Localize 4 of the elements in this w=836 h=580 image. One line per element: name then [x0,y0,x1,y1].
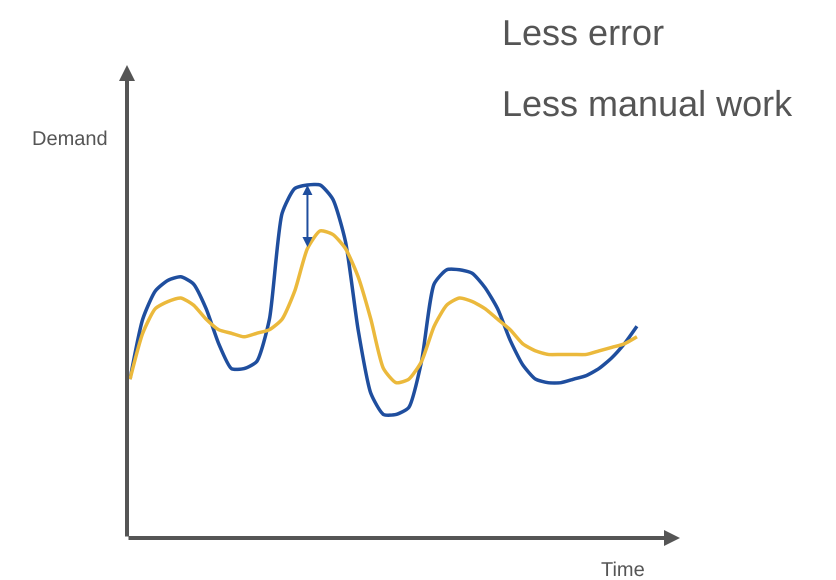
y-axis-title: Demand [32,128,108,150]
x-axis-title: Time [601,559,645,580]
text: Less error [502,12,664,53]
text: Less manual work [502,83,794,124]
